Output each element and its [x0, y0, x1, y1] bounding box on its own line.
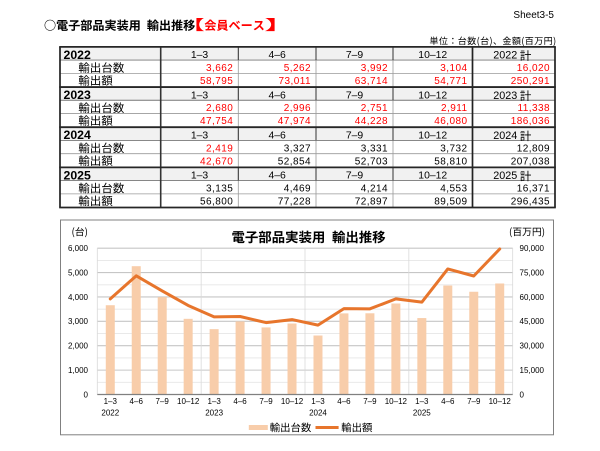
svg-text:1–3: 1–3: [191, 50, 209, 61]
svg-text:54,771: 54,771: [434, 76, 467, 87]
svg-text:2022: 2022: [64, 48, 92, 62]
svg-text:7–9: 7–9: [346, 130, 364, 141]
svg-text:7–9: 7–9: [467, 397, 481, 406]
svg-text:2,911: 2,911: [441, 103, 468, 114]
svg-text:1–3: 1–3: [191, 90, 209, 101]
svg-text:10–12: 10–12: [418, 171, 447, 182]
svg-text:1–3: 1–3: [191, 130, 209, 141]
svg-text:1–3: 1–3: [415, 397, 429, 406]
svg-text:12,809: 12,809: [517, 143, 550, 154]
svg-text:89,509: 89,509: [434, 196, 467, 207]
svg-text:4–6: 4–6: [268, 90, 286, 101]
svg-text:73,011: 73,011: [278, 76, 311, 87]
svg-text:2022: 2022: [101, 409, 119, 418]
svg-text:2,751: 2,751: [361, 103, 388, 114]
svg-text:4–6: 4–6: [268, 50, 286, 61]
svg-text:7–9: 7–9: [346, 171, 364, 182]
svg-text:42,670: 42,670: [200, 156, 233, 167]
svg-text:46,080: 46,080: [434, 116, 467, 127]
svg-text:1–3: 1–3: [191, 171, 209, 182]
svg-text:296,435: 296,435: [511, 196, 550, 207]
svg-text:7–9: 7–9: [346, 50, 364, 61]
svg-text:5,262: 5,262: [284, 63, 311, 74]
svg-text:5,000: 5,000: [68, 268, 89, 277]
svg-text:10–12: 10–12: [489, 397, 512, 406]
svg-text:3,135: 3,135: [206, 183, 233, 194]
svg-text:10–12: 10–12: [418, 50, 447, 61]
svg-text:77,228: 77,228: [278, 196, 311, 207]
svg-text:11,338: 11,338: [517, 103, 550, 114]
svg-text:16,371: 16,371: [517, 183, 550, 194]
svg-text:7–9: 7–9: [346, 90, 364, 101]
svg-text:2024: 2024: [309, 409, 327, 418]
svg-text:3,662: 3,662: [206, 63, 233, 74]
svg-text:10–12: 10–12: [418, 90, 447, 101]
svg-text:2025: 2025: [64, 168, 92, 182]
svg-text:4–6: 4–6: [233, 397, 247, 406]
svg-text:2023: 2023: [205, 409, 223, 418]
svg-text:4–6: 4–6: [268, 171, 286, 182]
svg-text:2,419: 2,419: [206, 143, 233, 154]
svg-text:0: 0: [84, 390, 89, 399]
svg-text:10–12: 10–12: [385, 397, 408, 406]
svg-text:186,036: 186,036: [511, 116, 550, 127]
svg-text:3,327: 3,327: [284, 143, 311, 154]
svg-text:45,000: 45,000: [520, 317, 545, 326]
svg-text:2024: 2024: [64, 128, 92, 142]
svg-text:2023: 2023: [64, 88, 92, 102]
svg-text:4–6: 4–6: [441, 397, 455, 406]
svg-text:2,000: 2,000: [68, 342, 89, 351]
svg-text:Sheet3-5: Sheet3-5: [513, 10, 554, 21]
svg-text:4–6: 4–6: [337, 397, 351, 406]
svg-text:52,703: 52,703: [355, 156, 388, 167]
svg-text:4,553: 4,553: [440, 183, 467, 194]
svg-text:7–9: 7–9: [156, 397, 170, 406]
svg-text:3,992: 3,992: [361, 63, 388, 74]
svg-text:2023: 2023: [493, 90, 517, 102]
svg-text:52,854: 52,854: [278, 156, 311, 167]
svg-text:30,000: 30,000: [520, 342, 545, 351]
svg-text:58,810: 58,810: [434, 156, 467, 167]
svg-text:4,469: 4,469: [284, 183, 311, 194]
svg-text:2025: 2025: [493, 170, 517, 182]
svg-text:3,104: 3,104: [440, 63, 467, 74]
svg-text:3,732: 3,732: [440, 143, 467, 154]
svg-text:1–3: 1–3: [104, 397, 118, 406]
svg-text:4,000: 4,000: [68, 293, 89, 302]
svg-text:58,795: 58,795: [200, 76, 233, 87]
svg-text:56,800: 56,800: [200, 196, 233, 207]
svg-text:4–6: 4–6: [268, 130, 286, 141]
svg-text:2024: 2024: [493, 130, 517, 142]
svg-text:90,000: 90,000: [520, 244, 545, 253]
svg-text:60,000: 60,000: [520, 293, 545, 302]
svg-text:0: 0: [520, 390, 525, 399]
svg-text:10–12: 10–12: [177, 397, 200, 406]
svg-text:47,974: 47,974: [278, 116, 311, 127]
svg-text:72,897: 72,897: [355, 196, 388, 207]
svg-text:63,714: 63,714: [355, 76, 388, 87]
svg-text:6,000: 6,000: [68, 244, 89, 253]
svg-text:3,331: 3,331: [361, 143, 388, 154]
svg-text:2,996: 2,996: [284, 103, 311, 114]
svg-text:47,754: 47,754: [200, 116, 233, 127]
svg-text:16,020: 16,020: [517, 63, 550, 74]
svg-text:2025: 2025: [413, 409, 431, 418]
svg-text:44,228: 44,228: [355, 116, 388, 127]
svg-text:4–6: 4–6: [130, 397, 144, 406]
svg-text:250,291: 250,291: [511, 76, 550, 87]
svg-text:15,000: 15,000: [520, 366, 545, 375]
svg-text:2,680: 2,680: [206, 103, 233, 114]
svg-text:7–9: 7–9: [259, 397, 273, 406]
svg-text:1,000: 1,000: [68, 366, 89, 375]
svg-text:10–12: 10–12: [281, 397, 304, 406]
svg-text:207,038: 207,038: [511, 156, 550, 167]
svg-text:75,000: 75,000: [520, 268, 545, 277]
svg-text:4,214: 4,214: [361, 183, 388, 194]
svg-text:3,000: 3,000: [68, 317, 89, 326]
svg-text:2022: 2022: [493, 50, 517, 62]
svg-text:1–3: 1–3: [207, 397, 221, 406]
svg-text:1–3: 1–3: [311, 397, 325, 406]
svg-text:10–12: 10–12: [418, 130, 447, 141]
svg-text:7–9: 7–9: [363, 397, 377, 406]
